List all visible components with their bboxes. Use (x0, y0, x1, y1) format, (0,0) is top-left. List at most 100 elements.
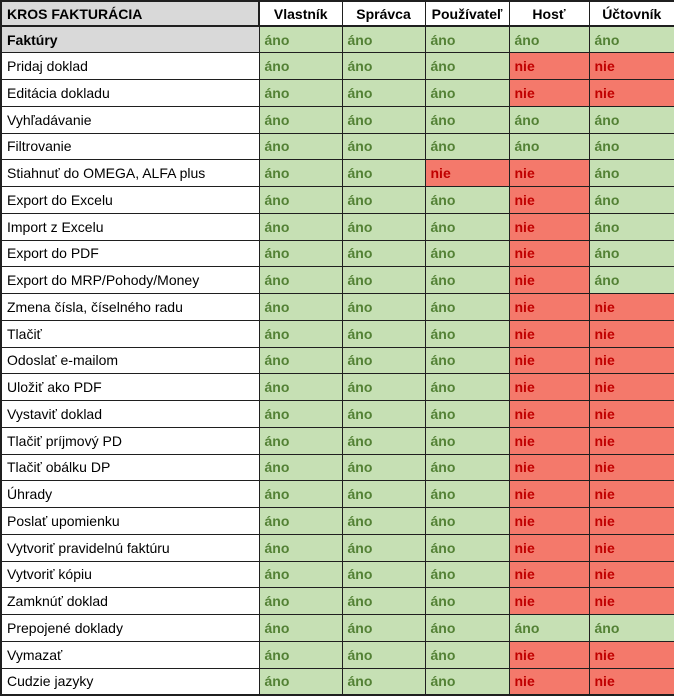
table-row: Zmena čísla, číselného radu áno áno áno nie n… (0, 293, 674, 321)
table-row: Import z Excelu áno áno áno nie áno (0, 212, 674, 241)
section-row-label: Faktúry (0, 25, 260, 54)
row-label: Vymazať (0, 640, 260, 669)
permission-cell-yes: áno (258, 186, 343, 214)
table-row: Prepojené doklady áno áno áno áno áno (0, 614, 674, 642)
permission-cell-yes: áno (424, 480, 510, 508)
table-row: Export do Excelu áno áno áno nie áno (0, 186, 674, 214)
permission-cell-yes: áno (424, 400, 510, 428)
permission-cell-no: nie (588, 426, 674, 455)
row-label: Cudzie jazyky (0, 667, 260, 696)
permission-cell-no: nie (588, 52, 674, 80)
permission-cell-yes: áno (588, 239, 674, 268)
permission-cell-no: nie (588, 587, 674, 615)
permission-cell-yes: áno (341, 212, 426, 241)
permission-cell-no: nie (588, 533, 674, 562)
row-label: Vyhľadávanie (0, 105, 260, 134)
table-row: Tlačiť príjmový PD áno áno áno nie nie (0, 426, 674, 455)
table-row: Tlačiť áno áno áno nie nie (0, 319, 674, 348)
permission-cell-yes: áno (341, 319, 426, 348)
permission-cell-yes: áno (258, 266, 343, 294)
permission-cell-no: nie (588, 373, 674, 401)
permission-cell-yes: áno (424, 560, 510, 589)
permission-cell-no: nie (508, 667, 590, 696)
column-header-uctovnik: Účtovník (588, 0, 674, 27)
row-label: Vytvoriť pravidelnú faktúru (0, 533, 260, 562)
permission-cell-yes: áno (258, 453, 343, 482)
table-row: Vytvoriť pravidelnú faktúru áno áno áno nie n… (0, 533, 674, 562)
permission-cell-yes: áno (341, 533, 426, 562)
permission-cell-yes: áno (341, 132, 426, 161)
permission-cell-no: nie (508, 507, 590, 535)
table-row: Vytvoriť kópiu áno áno áno nie nie (0, 560, 674, 589)
permission-cell-yes: áno (258, 159, 343, 187)
permission-cell-yes: áno (424, 105, 510, 134)
permission-cell-yes: áno (341, 480, 426, 508)
permission-cell-yes: áno (341, 560, 426, 589)
permission-cell-yes: áno (341, 25, 426, 54)
permission-cell-no: nie (588, 79, 674, 107)
permission-cell-yes: áno (424, 186, 510, 214)
permission-cell-yes: áno (258, 319, 343, 348)
permission-cell-yes: áno (588, 186, 674, 214)
table-row: Cudzie jazyky áno áno áno nie nie (0, 667, 674, 696)
permission-cell-no: nie (588, 667, 674, 696)
permission-cell-yes: áno (341, 346, 426, 375)
permission-cell-no: nie (588, 640, 674, 669)
table-row: Filtrovanie áno áno áno áno áno (0, 132, 674, 161)
permission-cell-yes: áno (508, 132, 590, 161)
permission-cell-no: nie (588, 346, 674, 375)
table-row: Zamknúť doklad áno áno áno nie nie (0, 587, 674, 615)
permission-cell-yes: áno (424, 373, 510, 401)
permission-cell-no: nie (508, 346, 590, 375)
permission-cell-no: nie (508, 560, 590, 589)
permission-cell-yes: áno (258, 52, 343, 80)
permission-cell-yes: áno (341, 105, 426, 134)
permission-cell-no: nie (588, 480, 674, 508)
permission-cell-yes: áno (424, 507, 510, 535)
permission-cell-yes: áno (588, 614, 674, 642)
column-header-vlastnik: Vlastník (258, 0, 343, 27)
row-label: Export do MRP/Pohody/Money (0, 266, 260, 294)
column-header-host: Hosť (508, 0, 590, 27)
permission-cell-yes: áno (258, 533, 343, 562)
table-row: Tlačiť obálku DP áno áno áno nie nie (0, 453, 674, 482)
permission-cell-yes: áno (258, 480, 343, 508)
permission-cell-yes: áno (424, 587, 510, 615)
table-row: Faktúry áno áno áno áno áno (0, 25, 674, 54)
permission-cell-yes: áno (508, 614, 590, 642)
row-label: Pridaj doklad (0, 52, 260, 80)
permission-cell-yes: áno (424, 640, 510, 669)
permission-cell-no: nie (588, 453, 674, 482)
permission-cell-yes: áno (258, 667, 343, 696)
row-label: Prepojené doklady (0, 614, 260, 642)
permission-cell-no: nie (508, 587, 590, 615)
permission-cell-no: nie (588, 560, 674, 589)
permission-cell-yes: áno (588, 266, 674, 294)
row-label: Odoslať e-mailom (0, 346, 260, 375)
table-row: Vyhľadávanie áno áno áno áno áno (0, 105, 674, 134)
table-row: Úhrady áno áno áno nie nie (0, 480, 674, 508)
row-label: Editácia dokladu (0, 79, 260, 107)
row-label: Poslať upomienku (0, 507, 260, 535)
table-row: Vymazať áno áno áno nie nie (0, 640, 674, 669)
permission-cell-yes: áno (424, 614, 510, 642)
permission-cell-yes: áno (258, 373, 343, 401)
permission-cell-yes: áno (424, 79, 510, 107)
permission-cell-yes: áno (341, 507, 426, 535)
row-label: Uložiť ako PDF (0, 373, 260, 401)
permission-cell-yes: áno (424, 52, 510, 80)
permission-cell-no: nie (588, 400, 674, 428)
column-header-spravca: Správca (341, 0, 426, 27)
permission-cell-yes: áno (341, 293, 426, 321)
permission-cell-no: nie (508, 239, 590, 268)
permission-cell-yes: áno (588, 212, 674, 241)
row-label: Import z Excelu (0, 212, 260, 241)
permission-cell-yes: áno (424, 667, 510, 696)
permission-cell-yes: áno (341, 239, 426, 268)
permission-cell-yes: áno (258, 640, 343, 669)
permission-cell-yes: áno (424, 266, 510, 294)
row-label: Tlačiť (0, 319, 260, 348)
permission-cell-no: nie (508, 52, 590, 80)
permission-cell-yes: áno (424, 239, 510, 268)
